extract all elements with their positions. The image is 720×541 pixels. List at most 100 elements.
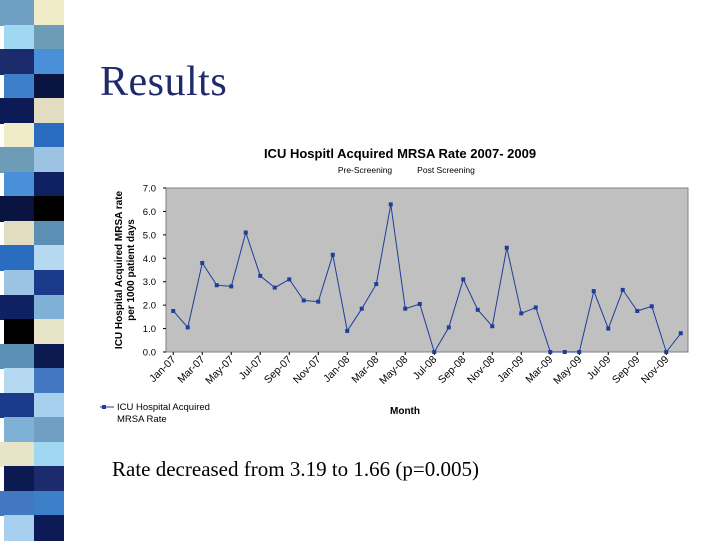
stripe-block [4, 319, 34, 345]
data-point [649, 304, 654, 309]
data-point [548, 350, 553, 354]
x-axis-label: Month [390, 406, 420, 417]
y-tick-label: 2.0 [143, 301, 156, 312]
series-points [171, 202, 683, 354]
stripe-block [34, 24, 64, 51]
stripe-block [4, 122, 34, 149]
stripe-block [34, 392, 64, 419]
post-screening-label: Post Screening [417, 165, 475, 175]
data-point [229, 284, 234, 289]
stripe-block [0, 0, 34, 26]
stripe-block [34, 49, 64, 75]
data-point [562, 350, 567, 354]
y-tick-label: 1.0 [143, 324, 156, 335]
stripe-block [4, 270, 34, 296]
stripe-block [4, 466, 34, 492]
data-point [504, 245, 509, 250]
stripe-block [4, 24, 34, 51]
data-point [606, 326, 611, 331]
results-caption: Rate decreased from 3.19 to 1.66 (p=0.00… [112, 457, 479, 481]
data-point [533, 305, 538, 310]
stripe-block [4, 417, 34, 443]
stripe-block [4, 515, 34, 541]
slide-title: Results [100, 59, 228, 105]
data-point [446, 325, 451, 330]
data-point [200, 260, 205, 265]
data-point [490, 324, 495, 329]
data-point [519, 311, 524, 316]
legend-label-line2: MRSA Rate [117, 414, 167, 425]
data-point [388, 202, 393, 207]
stripe-block [34, 0, 64, 26]
stripe-block [4, 73, 34, 100]
data-point [432, 350, 437, 354]
stripe-block [0, 196, 34, 222]
stripe-block [34, 98, 64, 124]
y-tick-label: 6.0 [143, 207, 156, 218]
stripe-block [0, 98, 34, 124]
data-point [620, 287, 625, 292]
stripe-block [34, 466, 64, 492]
data-point [461, 277, 466, 282]
data-point [678, 331, 683, 336]
stripe-block [34, 245, 64, 271]
stripe-block [34, 319, 64, 345]
data-point [287, 277, 292, 282]
y-axis-label-line1: ICU Hospital Acquired MRSA rate [114, 190, 125, 349]
y-tick-label: 4.0 [143, 254, 156, 265]
plot-background [165, 187, 689, 353]
stripe-block [0, 392, 34, 419]
stripe-block [0, 294, 34, 321]
stripe-block [34, 490, 64, 517]
data-point [171, 309, 176, 313]
stripe-block [34, 515, 64, 541]
legend-label-line1: ICU Hospital Acquired [117, 402, 210, 413]
stripe-block [34, 122, 64, 149]
y-tick-label: 5.0 [143, 230, 156, 241]
stripe-block [34, 73, 64, 100]
stripe-block [0, 441, 34, 468]
data-point [316, 299, 321, 304]
series-line [172, 204, 682, 354]
data-point [330, 252, 335, 257]
stripe-block [4, 368, 34, 394]
chart-title: ICU Hospitl Acquired MRSA Rate 2007- 200… [264, 146, 536, 161]
data-point [258, 273, 263, 278]
data-point [403, 306, 408, 311]
stripe-block [0, 490, 34, 517]
stripe-block [34, 368, 64, 394]
data-point [301, 298, 306, 303]
data-point [577, 350, 582, 354]
data-point [243, 230, 248, 235]
pre-screening-label: Pre-Screening [338, 165, 393, 175]
stripe-block [34, 147, 64, 173]
stripe-block [34, 417, 64, 443]
y-axis-label-line2: per 1000 patient days [126, 219, 137, 321]
stripe-block [0, 343, 34, 370]
data-point [635, 309, 640, 313]
data-point [345, 328, 350, 333]
y-tick-label: 0.0 [143, 348, 156, 359]
y-tick-label: 3.0 [143, 277, 156, 288]
data-point [664, 350, 669, 354]
stripe-block [4, 220, 34, 247]
stripe-block [0, 49, 34, 75]
data-point [272, 285, 277, 290]
data-point [185, 325, 190, 330]
stripe-block [34, 343, 64, 370]
stripe-block [34, 294, 64, 321]
legend-marker [102, 405, 106, 409]
y-tick-label: 7.0 [143, 184, 156, 195]
y-axis-ticks: 0.0 1.0 2.0 3.0 4.0 5.0 6.0 7.0 [143, 184, 166, 359]
mrsa-rate-chart: ICU Hospitl Acquired MRSA Rate 2007- 200… [100, 130, 700, 430]
stripe-block [34, 171, 64, 198]
data-point [417, 301, 422, 306]
decorative-stripe [0, 0, 96, 541]
stripe-block [34, 441, 64, 468]
stripe-block [34, 270, 64, 296]
stripe-block [0, 147, 34, 173]
stripe-block [4, 171, 34, 198]
data-point [475, 307, 480, 312]
data-point [359, 306, 364, 311]
data-point [374, 282, 379, 287]
